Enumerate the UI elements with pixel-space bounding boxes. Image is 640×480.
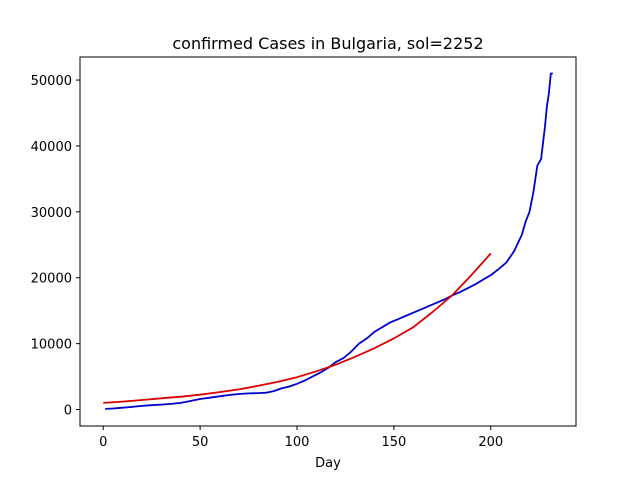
x-axis: 0 50 100 150 200	[99, 426, 503, 450]
x-tick-label: 50	[192, 435, 209, 450]
x-axis-label: Day	[315, 456, 341, 471]
y-axis: 0 10000 20000 30000 40000 50000	[31, 74, 80, 419]
y-tick-label: 50000	[31, 74, 72, 89]
series-line-2	[103, 252, 492, 404]
y-tick-label: 40000	[31, 140, 72, 155]
plot-area-frame	[79, 56, 577, 427]
y-tick-label: 0	[64, 404, 72, 419]
series-line-1	[105, 72, 553, 410]
y-tick-label: 10000	[31, 338, 72, 353]
series-layer	[103, 72, 553, 410]
x-tick-label: 200	[478, 435, 503, 450]
chart-title: confirmed Cases in Bulgaria, sol=2252	[172, 34, 483, 53]
x-tick-label: 150	[381, 435, 406, 450]
x-tick-label: 100	[285, 435, 310, 450]
y-tick-label: 20000	[31, 272, 72, 287]
x-tick-label: 0	[99, 435, 107, 450]
y-tick-label: 30000	[31, 206, 72, 221]
